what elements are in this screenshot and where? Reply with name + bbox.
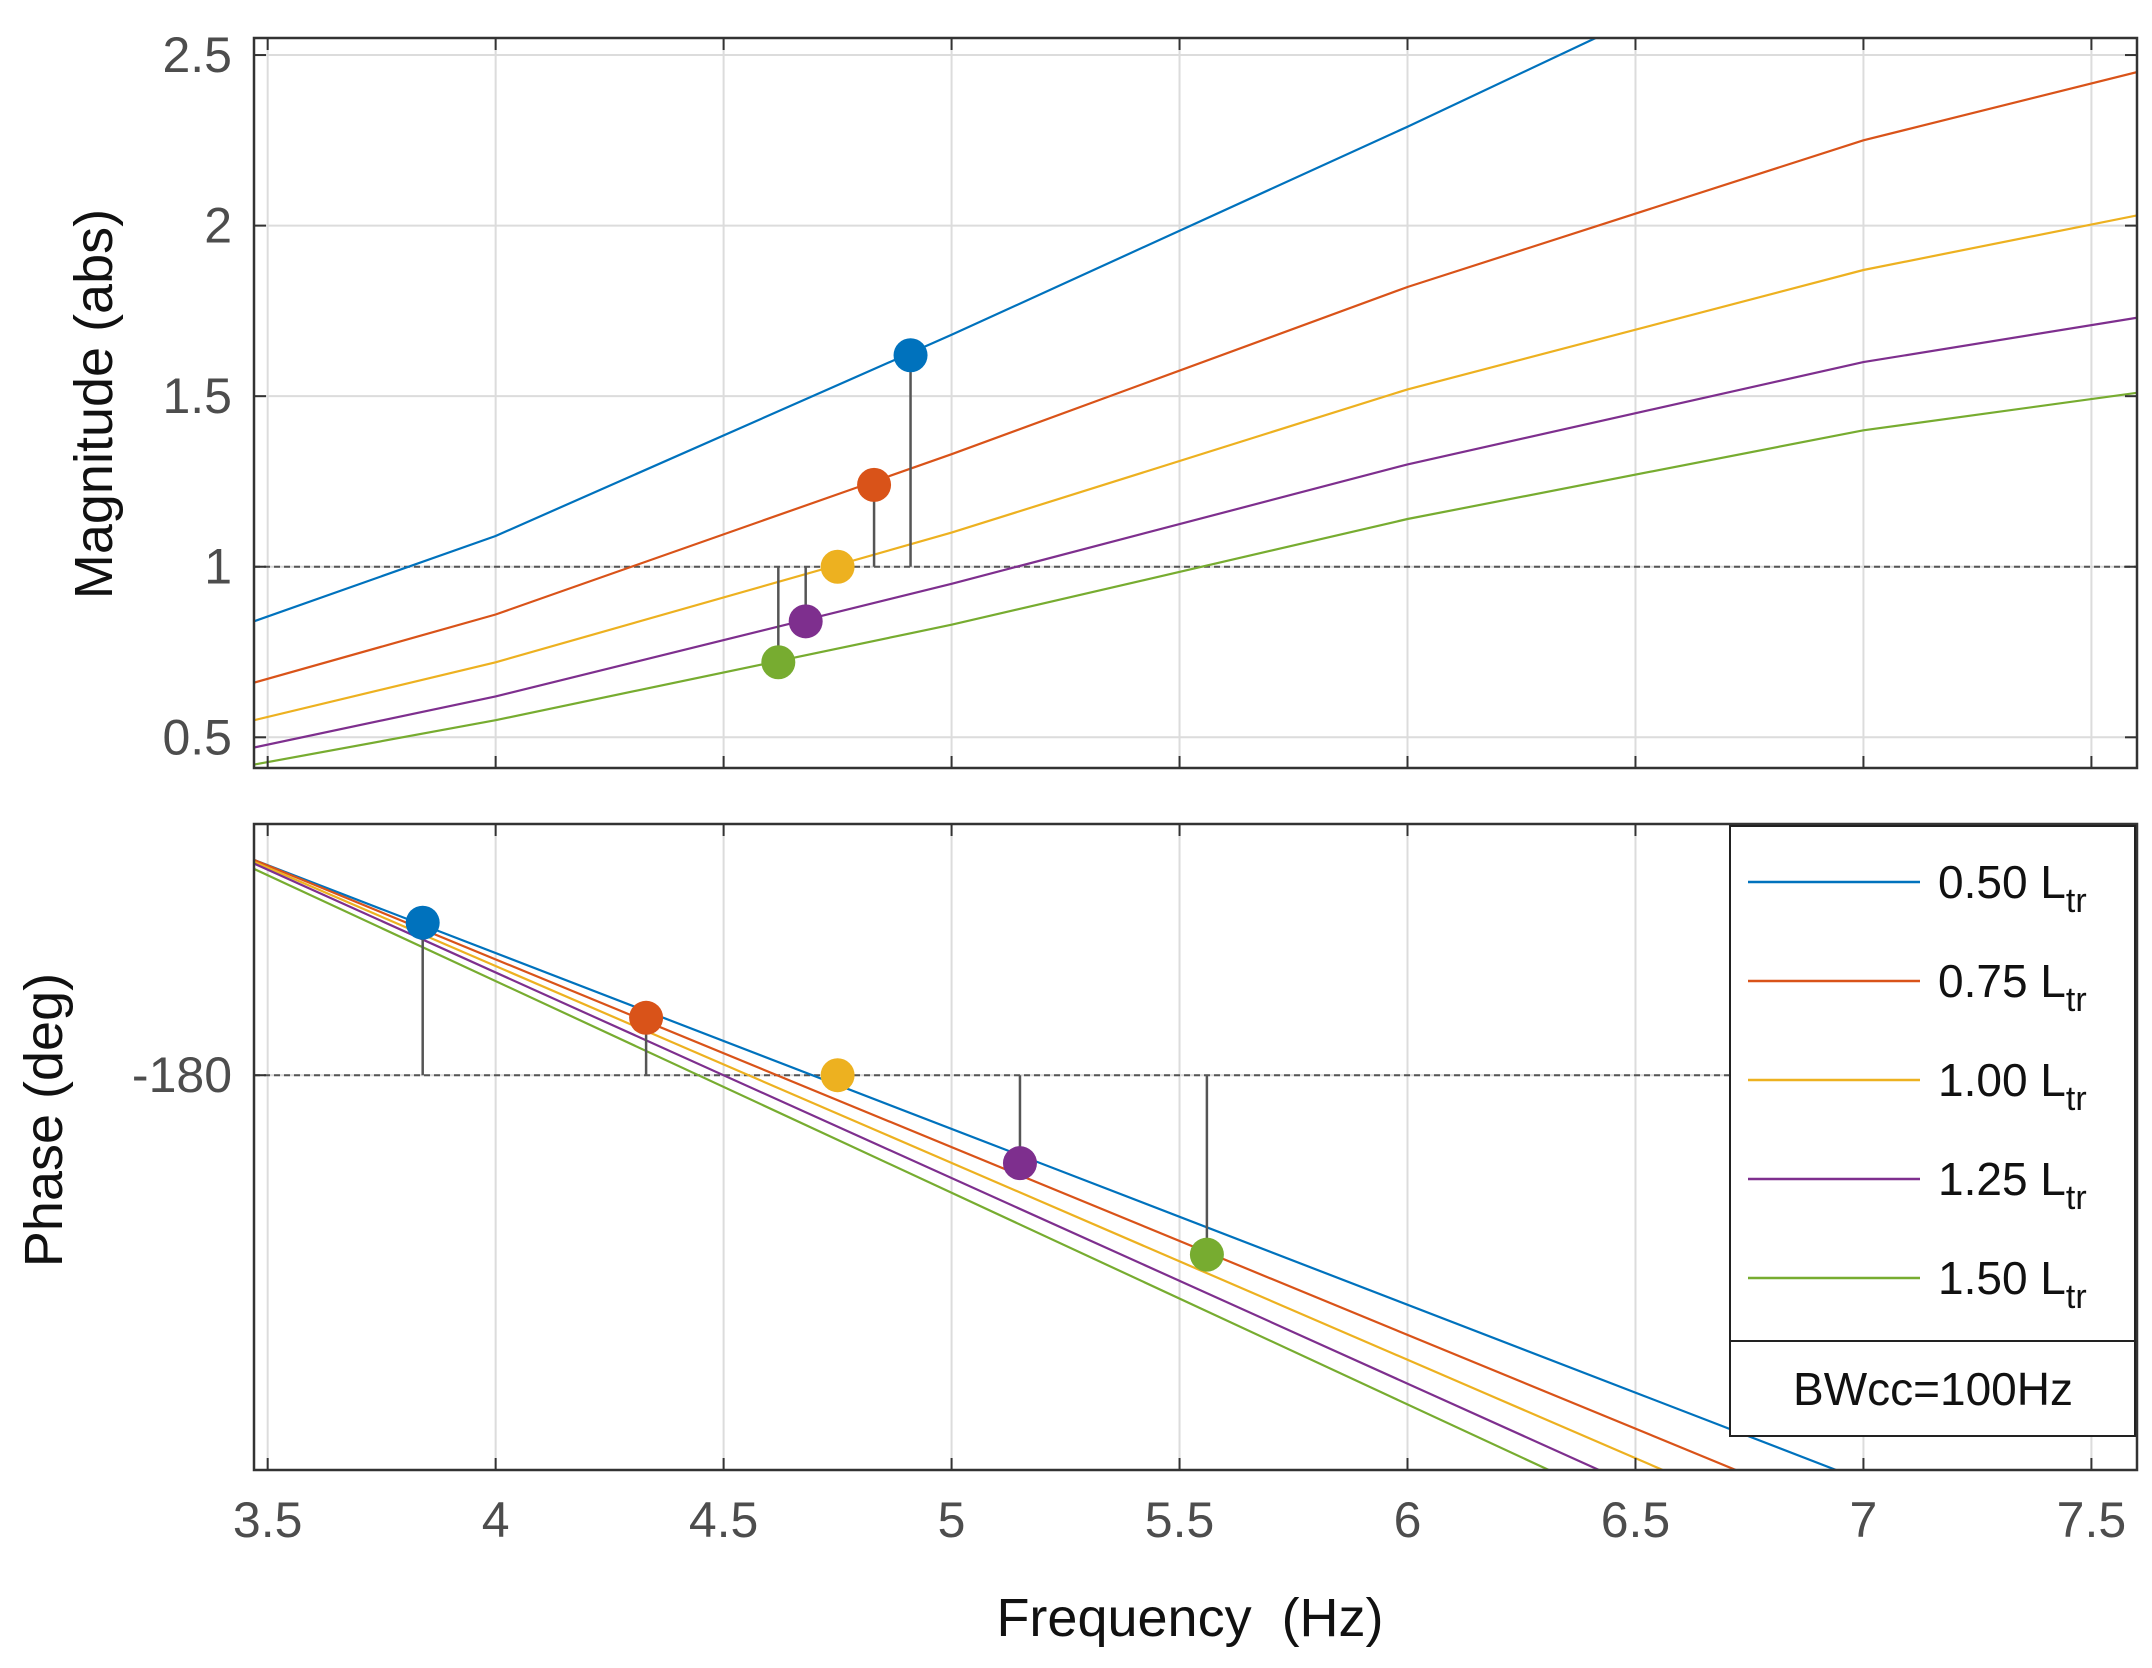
y-tick-label: -180 [132, 1047, 232, 1103]
series-line-3 [254, 862, 1600, 1470]
y-tick-label: 0.5 [162, 709, 232, 765]
legend-subscript: tr [2066, 1179, 2087, 1217]
magnitude-y-axis-label: Magnitude (abs) [64, 209, 124, 599]
phase-y-tick-labels: -180 [132, 1047, 232, 1103]
phase-markers [405, 905, 1224, 1272]
x-tick-label: 5.5 [1145, 1492, 1215, 1548]
annotation-box [1729, 1340, 2136, 1437]
series-line-4 [254, 391, 2137, 766]
crossover-marker-0 [405, 905, 440, 940]
x-tick-label: 7 [1850, 1492, 1878, 1548]
crossover-marker-4 [1189, 1237, 1224, 1272]
x-tick-label: 4 [482, 1492, 510, 1548]
crossover-marker-0 [893, 338, 928, 373]
y-tick-label: 1 [204, 539, 232, 595]
y-tick-label: 2 [204, 198, 232, 254]
legend-subscript: tr [2066, 1278, 2087, 1316]
x-tick-label: 4.5 [689, 1492, 759, 1548]
series-line-3 [254, 316, 2137, 749]
phase-series-lines [254, 858, 1837, 1470]
x-tick-label: 6.5 [1601, 1492, 1671, 1548]
y-tick-label: 2.5 [162, 27, 232, 83]
magnitude-series-lines [254, 38, 2137, 766]
crossover-marker-3 [788, 604, 823, 639]
y-tick-label: 1.5 [162, 368, 232, 424]
annotation-text: BWcc=100Hz [1793, 1363, 2073, 1415]
magnitude-axes-frame [252, 36, 2139, 770]
series-line-0 [254, 858, 1837, 1470]
magnitude-panel: 0.5 1 1.5 2 2.5 Magnitude (abs) [64, 27, 2139, 770]
magnitude-y-tick-labels: 0.5 1 1.5 2 2.5 [162, 27, 232, 765]
series-line-4 [254, 867, 1550, 1470]
crossover-marker-3 [1002, 1146, 1037, 1181]
legend-subscript: tr [2066, 1080, 2087, 1118]
x-tick-label: 5 [938, 1492, 966, 1548]
x-tick-label: 6 [1394, 1492, 1422, 1548]
magnitude-ticks [254, 38, 2137, 768]
crossover-marker-4 [761, 645, 796, 680]
series-line-2 [254, 860, 1664, 1470]
crossover-marker-2 [820, 1058, 855, 1093]
phase-panel: -180 3.5 4 4.5 5 5.5 6 6.5 7 7.5 Phase (deg) Fre… [14, 822, 2139, 1648]
x-axis-label: Frequency (Hz) [996, 1588, 1383, 1648]
crossover-marker-2 [820, 549, 855, 584]
legend-box [1729, 825, 2136, 1342]
x-tick-label: 3.5 [233, 1492, 303, 1548]
magnitude-grid [254, 38, 2137, 768]
crossover-marker-1 [857, 467, 892, 502]
magnitude-markers [761, 338, 928, 680]
phase-y-axis-label: Phase (deg) [14, 973, 74, 1267]
phase-axes-frame [252, 822, 2139, 1472]
crossover-marker-1 [629, 1000, 664, 1035]
series-line-1 [254, 71, 2137, 684]
phase-x-tick-labels: 3.5 4 4.5 5 5.5 6 6.5 7 7.5 [233, 1492, 2126, 1548]
series-line-2 [254, 214, 2137, 722]
x-tick-label: 7.5 [2057, 1492, 2127, 1548]
annotation: BWcc=100Hz [1729, 1340, 2136, 1437]
series-line-1 [254, 858, 1737, 1470]
series-line-0 [254, 38, 1599, 623]
legend-subscript: tr [2066, 882, 2087, 920]
legend-subscript: tr [2066, 981, 2087, 1019]
